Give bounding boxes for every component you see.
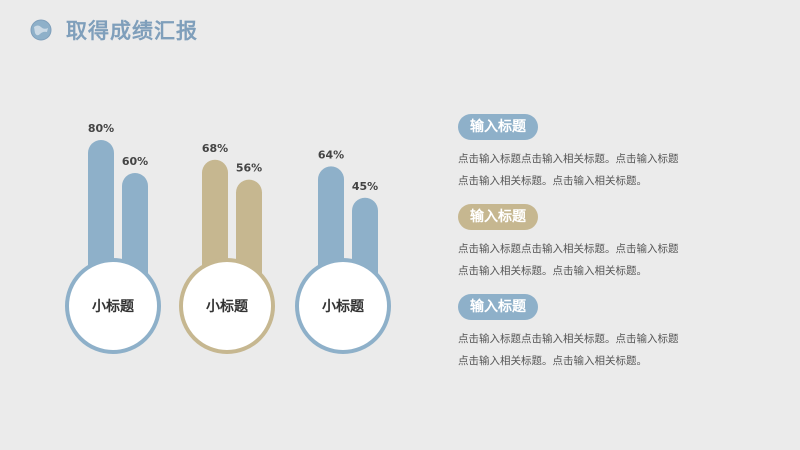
bar-g1-s1 [88,140,114,292]
group-circle-2 [179,258,275,354]
info-desc-2-line1: 点击输入标题点击输入相关标题。点击输入标题 [458,243,679,255]
bar-label-g1-s2: 60% [122,155,148,168]
bar-label-g2-s1: 68% [202,142,228,155]
bar-label-g3-s2: 45% [352,180,378,193]
info-title-1[interactable]: 输入标题 [458,114,538,140]
info-desc-3: 点击输入标题点击输入相关标题。点击输入标题 点击输入相关标题。点击输入相关标题。 [458,328,726,372]
group-label-2: 小标题 [206,298,249,315]
progress-chart: 80% 60% 小标题 68% 56% 小标题 64% 45% 小标题 [65,122,391,354]
group-circle-1 [65,258,161,354]
info-desc-3-line2: 点击输入相关标题。点击输入相关标题。 [458,355,647,367]
header: 取得成绩汇报 [30,14,198,46]
page-title: 取得成绩汇报 [66,19,198,43]
bar-label-g3-s1: 64% [318,148,344,161]
info-block-1: 输入标题 点击输入标题点击输入相关标题。点击输入标题 点击输入相关标题。点击输入… [458,114,758,192]
group-circle-3 [295,258,391,354]
info-desc-1: 点击输入标题点击输入相关标题。点击输入标题 点击输入相关标题。点击输入相关标题。 [458,148,726,192]
info-block-3: 输入标题 点击输入标题点击输入相关标题。点击输入标题 点击输入相关标题。点击输入… [458,294,758,372]
info-desc-1-line2: 点击输入相关标题。点击输入相关标题。 [458,175,647,187]
info-title-2[interactable]: 输入标题 [458,204,538,230]
info-desc-1-line1: 点击输入标题点击输入相关标题。点击输入标题 [458,153,679,165]
group-label-1: 小标题 [92,298,135,315]
group-label-3: 小标题 [322,298,365,315]
bar-label-g2-s2: 56% [236,162,262,175]
info-desc-2-line2: 点击输入相关标题。点击输入相关标题。 [458,265,647,277]
info-block-2: 输入标题 点击输入标题点击输入相关标题。点击输入标题 点击输入相关标题。点击输入… [458,204,758,282]
info-desc-3-line1: 点击输入标题点击输入相关标题。点击输入标题 [458,333,679,345]
globe-icon [30,19,52,41]
bar-label-g1-s1: 80% [88,122,114,135]
info-title-3[interactable]: 输入标题 [458,294,538,320]
info-desc-2: 点击输入标题点击输入相关标题。点击输入标题 点击输入相关标题。点击输入相关标题。 [458,238,726,282]
